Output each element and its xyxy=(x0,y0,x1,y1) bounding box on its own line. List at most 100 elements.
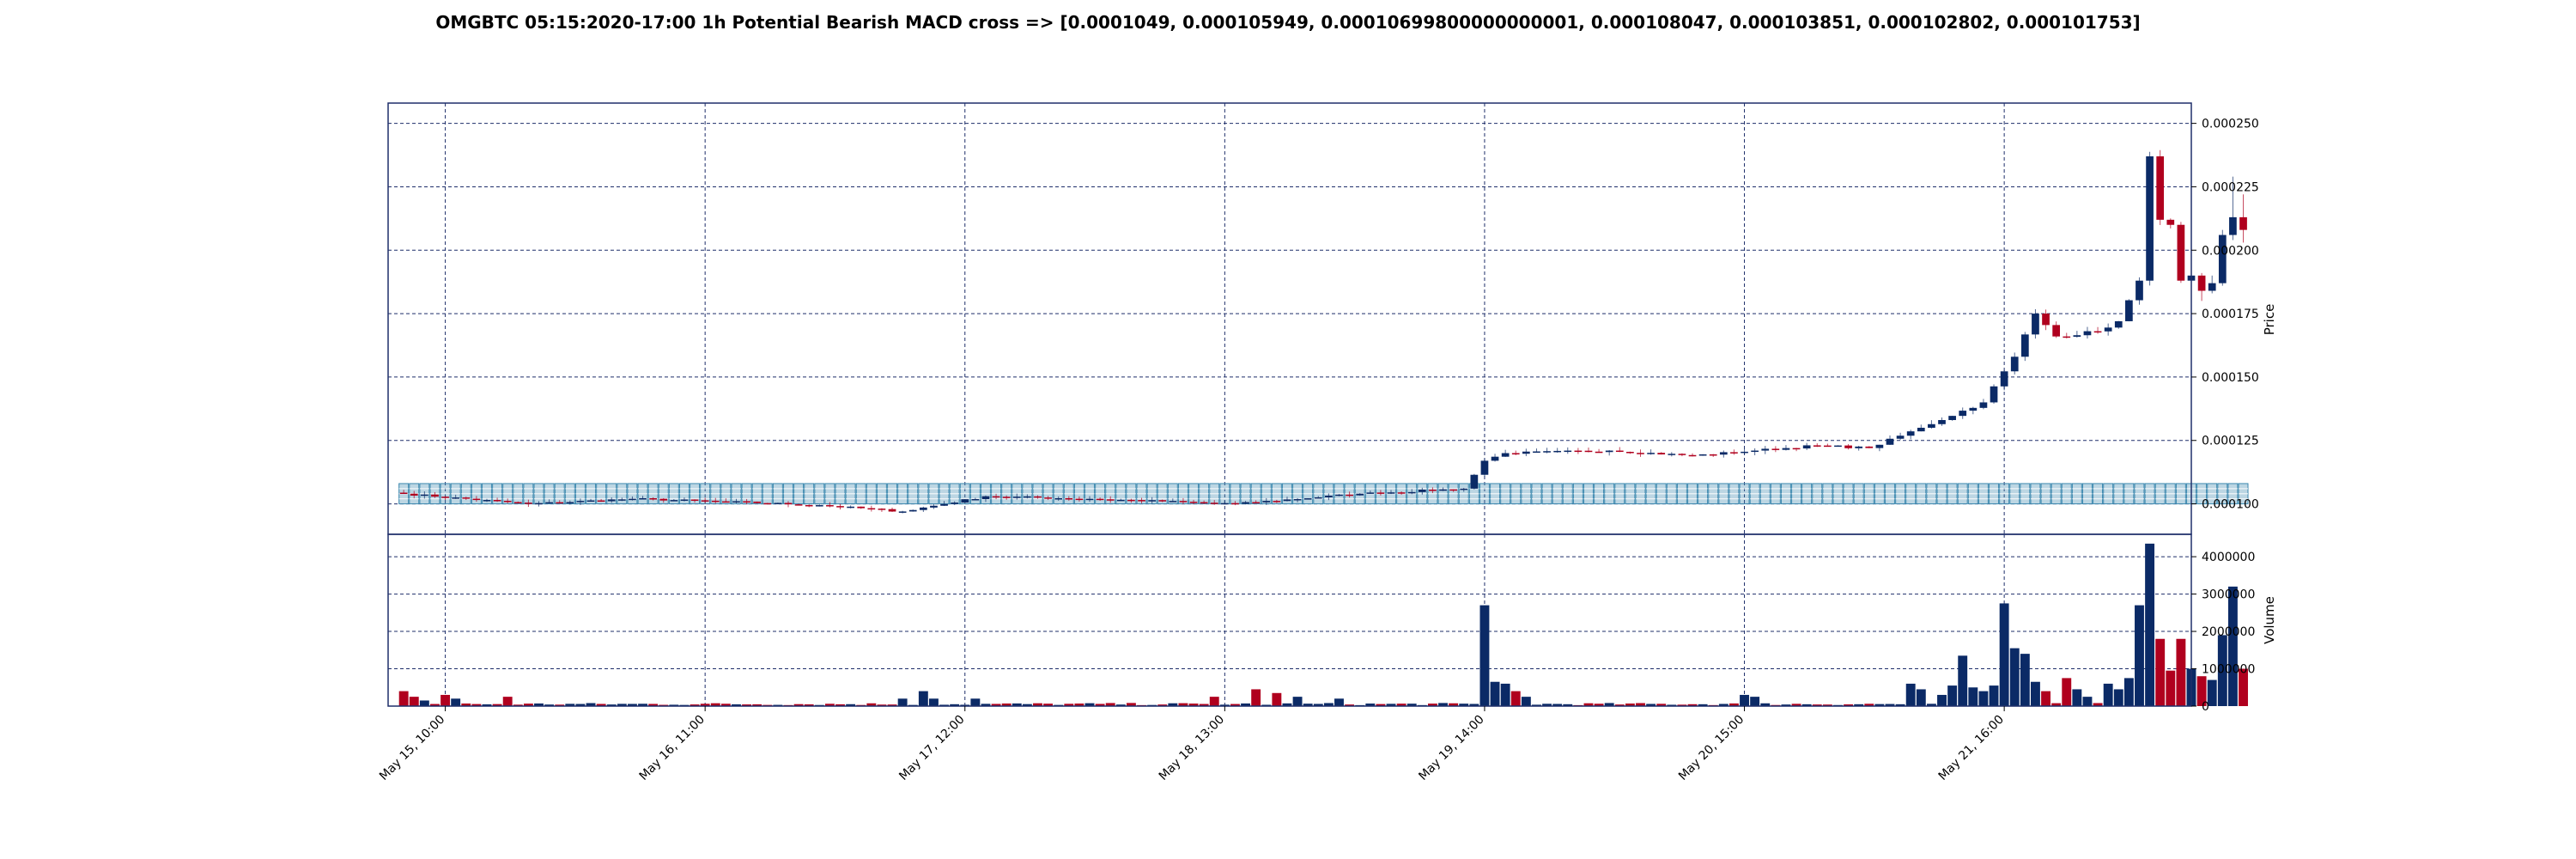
volume-bar xyxy=(1625,704,1635,706)
volume-bar xyxy=(2217,635,2227,706)
candle-body xyxy=(1533,451,1540,454)
candle-body xyxy=(1220,503,1229,505)
volume-bar xyxy=(1636,703,1645,706)
candle-body xyxy=(2052,325,2061,337)
candle-body xyxy=(1844,445,1852,448)
candle-body xyxy=(1761,448,1770,451)
candle-body xyxy=(2156,156,2165,220)
candle-body xyxy=(1719,452,1728,455)
volume-bar xyxy=(1168,703,1178,706)
candle-body xyxy=(753,501,762,503)
volume-bar xyxy=(1947,685,1958,706)
candle-body xyxy=(930,505,938,508)
volume-bar xyxy=(1791,704,1801,706)
volume-axis-label: Volume xyxy=(2262,596,2277,644)
candle-body xyxy=(1252,502,1261,504)
volume-y-ticks: 0 1000000 2000000 3000000 4000000 xyxy=(2191,551,2255,714)
candle-body xyxy=(670,500,678,502)
candle-body xyxy=(690,499,699,501)
volume-bar xyxy=(2103,683,2113,706)
candle-body xyxy=(1615,450,1624,453)
volume-bar xyxy=(887,704,897,706)
volume-bar xyxy=(866,703,877,706)
candle-body xyxy=(1397,492,1406,494)
candles xyxy=(399,149,2247,514)
candle-body xyxy=(639,498,647,500)
candle-body xyxy=(525,503,532,504)
candle-body xyxy=(1657,453,1666,455)
candle-body xyxy=(2073,335,2081,338)
volume-bar xyxy=(2030,681,2040,706)
candle-body xyxy=(971,498,980,501)
volume-bar xyxy=(1105,703,1115,706)
candle-body xyxy=(617,499,626,501)
volume-bar xyxy=(2020,654,2030,706)
volume-bar xyxy=(1261,704,1272,706)
candle-body xyxy=(1002,497,1011,498)
volume-bar xyxy=(1427,704,1437,706)
candle-body xyxy=(1969,407,1978,411)
candle-body xyxy=(940,503,948,506)
candle-body xyxy=(1626,452,1634,454)
volume-bar xyxy=(1968,687,1978,706)
volume-bar xyxy=(1594,704,1604,706)
volume-bar xyxy=(1043,704,1054,706)
candle-body xyxy=(1802,445,1811,449)
volume-bar xyxy=(2082,697,2093,706)
volume-bar xyxy=(1667,704,1677,706)
candle-body xyxy=(566,502,574,504)
candle-body xyxy=(659,498,668,501)
x-ticks: May 15, 10:00 May 16, 11:00 May 17, 12:00 M… xyxy=(377,706,2007,783)
price-grid xyxy=(388,103,2191,534)
volume-panel-frame xyxy=(387,533,2192,707)
volume-bar xyxy=(824,704,835,706)
candle-body xyxy=(462,497,471,499)
candle-body xyxy=(586,500,595,503)
volume-bar xyxy=(1822,704,1832,706)
volume-bar xyxy=(2123,678,2134,706)
candle-body xyxy=(1782,448,1790,450)
volume-bar xyxy=(1604,703,1614,706)
candle-body xyxy=(1449,489,1457,491)
volume-bar xyxy=(1490,681,1500,706)
volume-bar xyxy=(1874,704,1885,706)
volume-bar xyxy=(1740,694,1749,706)
candle-body xyxy=(1262,501,1271,503)
volume-bar xyxy=(1188,704,1199,706)
candle-body xyxy=(556,502,564,504)
volume-bar xyxy=(1282,703,1292,706)
candle-body xyxy=(1148,500,1156,502)
volume-bar xyxy=(534,703,544,706)
candle-body xyxy=(847,506,854,509)
volume-bar xyxy=(2009,648,2020,706)
volume-bar xyxy=(1552,704,1563,706)
candle-body xyxy=(1938,420,1946,424)
volume-bar xyxy=(2227,586,2238,706)
volume-bar xyxy=(1396,704,1406,706)
volume-bar xyxy=(596,704,606,706)
volume-bar xyxy=(2051,703,2062,706)
candle-body xyxy=(763,503,772,505)
candle-body xyxy=(722,501,730,503)
candle-body xyxy=(1543,451,1551,453)
volume-bar xyxy=(440,694,451,706)
volume-bar xyxy=(793,704,804,706)
volume-bar xyxy=(1937,694,1947,706)
volume-tick-label: 0 xyxy=(2202,700,2209,714)
volume-bar xyxy=(1479,605,1490,706)
candle-body xyxy=(399,492,408,495)
volume-bar xyxy=(1926,704,1936,706)
volume-bar xyxy=(2135,605,2144,706)
volume-bar xyxy=(669,704,679,706)
candle-body xyxy=(2104,327,2112,332)
volume-bar xyxy=(1178,703,1188,706)
volume-bar xyxy=(877,704,887,706)
candle-body xyxy=(1387,492,1395,494)
volume-bar xyxy=(409,697,419,706)
volume-bar xyxy=(1895,704,1905,706)
candle-body xyxy=(743,501,750,503)
volume-bar xyxy=(1542,704,1552,706)
candle-body xyxy=(2010,356,2019,372)
candle-body xyxy=(794,504,803,506)
